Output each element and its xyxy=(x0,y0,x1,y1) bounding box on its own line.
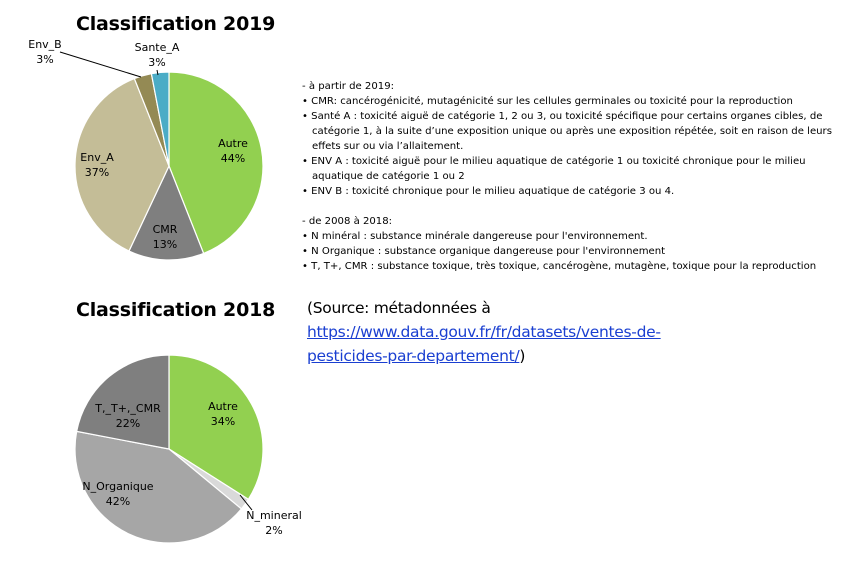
leader-line-n-mineral xyxy=(239,494,253,511)
slice-label-env-b: Env_B xyxy=(28,38,61,51)
pie-slice-autre xyxy=(168,71,264,255)
slice-label-sante-a: Sante_A xyxy=(135,41,180,54)
notes-header-2019: - à partir de 2019: xyxy=(302,81,395,92)
pie-slice-n-organique xyxy=(74,430,243,544)
pie-slice-env-a xyxy=(74,77,170,252)
note-env-b: • ENV B : toxicité chronique pour le mil… xyxy=(302,186,675,197)
chart-title-2018: Classification 2018 xyxy=(76,299,276,321)
slice-percent-cmr: 13% xyxy=(153,238,177,251)
slice-percent-sante-a: 3% xyxy=(148,56,165,69)
leader-line-env-b xyxy=(59,51,142,78)
pie-slice-cmr xyxy=(128,164,205,261)
slice-label-t-t-cmr: T,_T+,_CMR xyxy=(94,402,161,415)
slice-percent-t-t-cmr: 22% xyxy=(116,417,140,430)
note-sante-a-3: effets sur ou via l’allaitement. xyxy=(312,141,464,152)
note-env-a-1: • ENV A : toxicité aiguë pour le milieu … xyxy=(302,156,806,167)
source-link-line2[interactable]: pesticides-par-departement/ xyxy=(307,347,520,365)
slice-label-env-a: Env_A xyxy=(80,151,114,164)
slice-label-n-mineral: N_mineral xyxy=(246,509,302,522)
classification-notes: - à partir de 2019: • CMR: cancérogénici… xyxy=(302,79,832,274)
note-cmr: • CMR: cancérogénicité, mutagénicité sur… xyxy=(302,96,793,107)
slice-percent-env-a: 37% xyxy=(85,166,109,179)
notes-spacer xyxy=(302,199,832,214)
note-t-cmr: • T, T+, CMR : substance toxique, très t… xyxy=(302,261,817,272)
pie-slice-t-t-cmr xyxy=(75,354,170,450)
pie-slice-sante-a xyxy=(150,71,170,167)
source-suffix: ) xyxy=(519,347,526,365)
note-env-a-2: aquatique de catégorie 1 ou 2 xyxy=(312,171,465,182)
slice-percent-env-b: 3% xyxy=(36,53,53,66)
slice-percent-autre: 34% xyxy=(211,415,235,428)
slice-percent-n-mineral: 2% xyxy=(265,524,282,537)
source-citation: (Source: métadonnées à https://www.data.… xyxy=(307,296,827,368)
source-prefix: (Source: métadonnées à xyxy=(307,299,491,317)
source-link-line1[interactable]: https://www.data.gouv.fr/fr/datasets/ven… xyxy=(307,323,661,341)
chart-title-2019: Classification 2019 xyxy=(76,13,276,35)
leader-line-sante-a xyxy=(156,69,159,76)
note-n-organique: • N Organique : substance organique dang… xyxy=(302,246,666,257)
slice-label-autre: Autre xyxy=(208,400,238,413)
slice-label-cmr: CMR xyxy=(153,223,178,236)
slice-label-n-organique: N_Organique xyxy=(82,480,153,493)
notes-header-2008: - de 2008 à 2018: xyxy=(302,216,393,227)
slice-percent-autre: 44% xyxy=(221,152,245,165)
note-n-mineral: • N minéral : substance minérale dangere… xyxy=(302,231,648,242)
slice-percent-n-organique: 42% xyxy=(106,495,130,508)
note-sante-a-2: catégorie 1, à la suite d’une exposition… xyxy=(312,126,832,137)
slice-label-autre: Autre xyxy=(218,137,248,150)
note-sante-a-1: • Santé A : toxicité aiguë de catégorie … xyxy=(302,111,823,122)
